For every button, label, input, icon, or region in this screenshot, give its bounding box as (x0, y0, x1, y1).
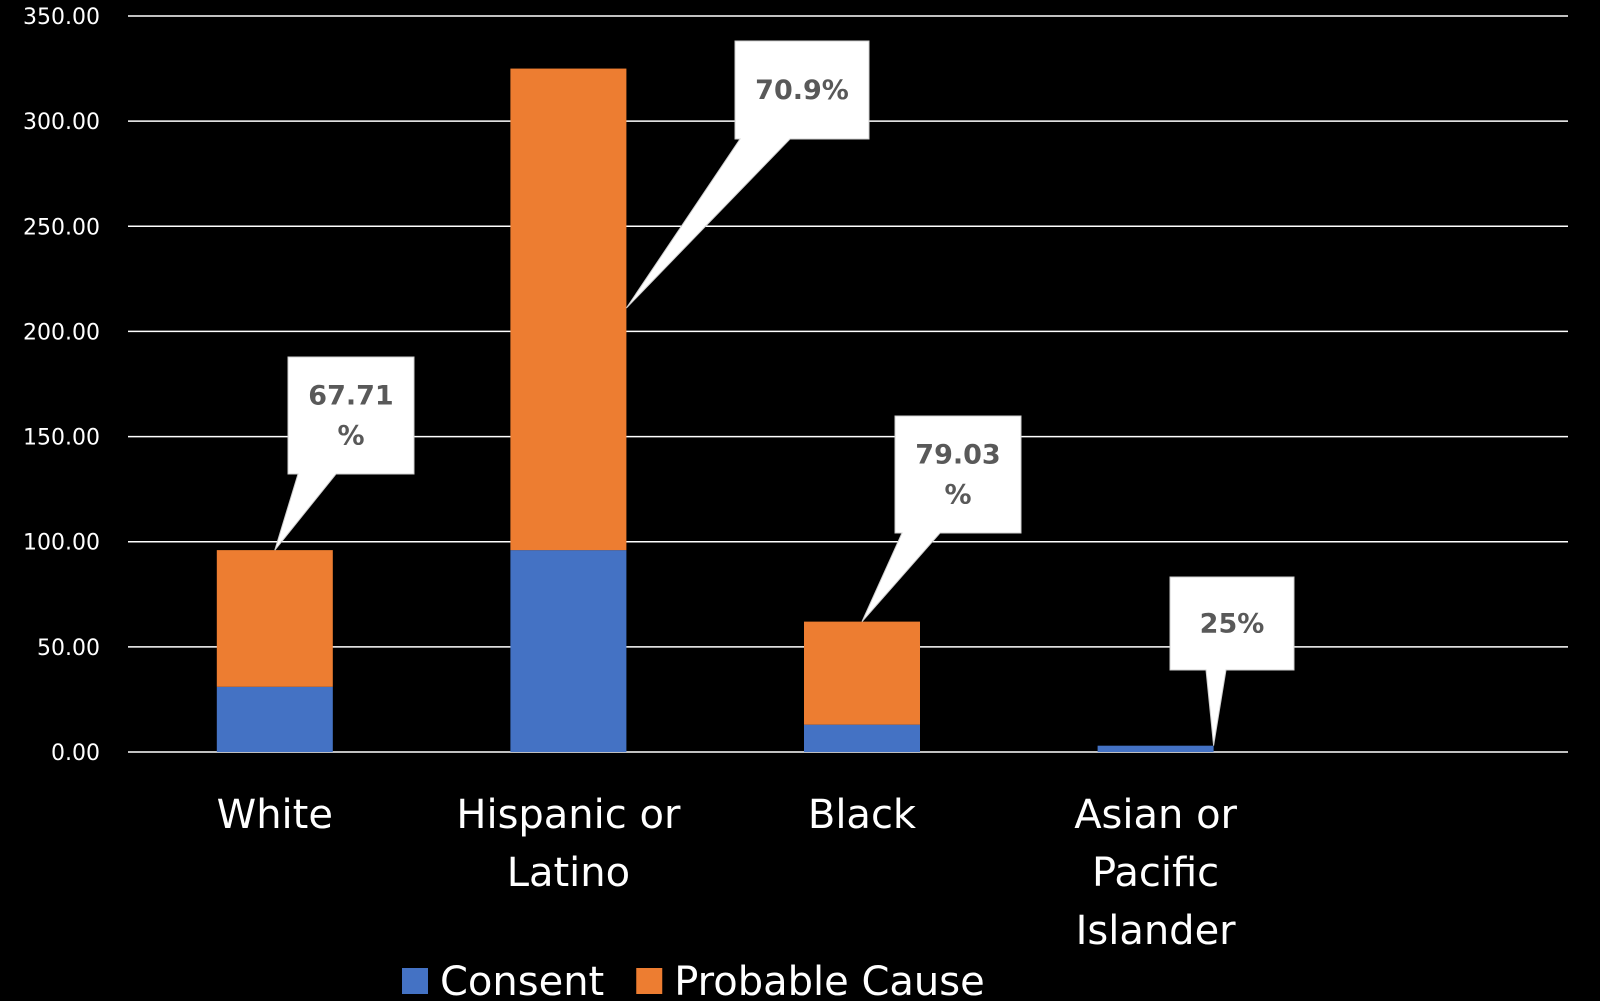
bar-consent (1097, 745, 1214, 752)
callout-box (1169, 576, 1295, 746)
callout-box (861, 415, 1022, 622)
bars (216, 68, 1214, 752)
x-tick-label: Hispanic or (456, 792, 681, 838)
y-tick-label: 350.00 (23, 5, 100, 30)
callouts: 67.71% 70.9% 79.03% 25% (274, 40, 1295, 746)
legend: Consent Probable Cause (402, 959, 985, 1001)
legend-label: Consent (440, 959, 604, 1001)
y-tick-label: 200.00 (23, 320, 100, 345)
callout-box (274, 356, 415, 551)
x-tick-label: Pacific (1092, 850, 1219, 896)
y-tick-label: 300.00 (23, 110, 100, 135)
callout-label: 79.03 (915, 440, 1000, 471)
legend-label: Probable Cause (674, 959, 984, 1001)
bar-probable-cause (510, 68, 627, 551)
y-tick-label: 150.00 (23, 426, 100, 451)
bar-consent (216, 686, 333, 752)
callout-box (625, 40, 870, 309)
x-axis: White Hispanic or Latino Black Asian or Pacif… (217, 792, 1238, 954)
y-tick-label: 0.00 (51, 741, 100, 766)
bar-probable-cause (804, 621, 920, 725)
y-axis: 0.00 50.00 100.00 150.00 200.00 250.00 300.00 3… (23, 5, 100, 766)
bar-probable-cause (216, 550, 333, 687)
callout-label: 70.9% (755, 75, 849, 106)
callout-label: % (337, 421, 364, 452)
callout-label: % (944, 480, 971, 511)
legend-swatch (636, 968, 663, 994)
x-tick-label: Black (808, 792, 917, 838)
callout-label: 25% (1200, 609, 1265, 640)
bar-consent (510, 550, 627, 752)
x-tick-label: Islander (1076, 908, 1237, 954)
x-tick-label: Asian or (1074, 792, 1237, 838)
x-tick-label: White (217, 792, 333, 838)
callout-label: 67.71 (308, 381, 393, 412)
bar-consent (804, 724, 920, 752)
x-tick-label: Latino (507, 850, 630, 896)
legend-swatch (402, 968, 428, 994)
y-tick-label: 100.00 (23, 531, 100, 556)
y-tick-label: 50.00 (37, 636, 100, 661)
y-tick-label: 250.00 (23, 215, 100, 240)
